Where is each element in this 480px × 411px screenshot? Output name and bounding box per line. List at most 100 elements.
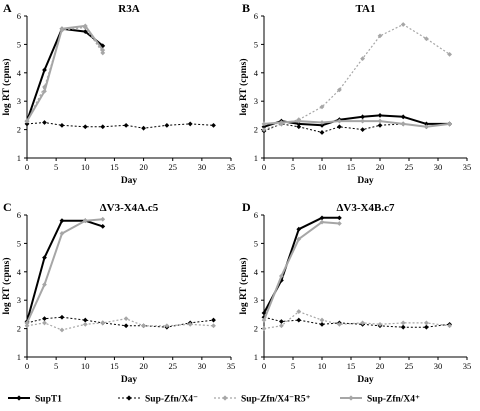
data-point <box>337 221 342 226</box>
data-point <box>319 120 325 125</box>
panel-c: C ΔV3-X4A.c5 1 2 3 4 5 6 0 5 10 15 20 25 30 35 Day log RT… <box>1 200 235 385</box>
series-line <box>263 216 340 314</box>
data-point <box>360 127 365 132</box>
data-point <box>164 323 170 329</box>
x-tick-label: 15 <box>347 162 356 172</box>
series-2 <box>24 314 216 330</box>
data-point <box>400 320 406 326</box>
data-point <box>377 321 383 327</box>
series-line <box>26 27 104 122</box>
data-point <box>82 29 88 35</box>
data-point <box>100 320 106 326</box>
legend-swatch-marker <box>16 395 22 401</box>
x-tick-label: 25 <box>405 361 414 371</box>
data-point <box>400 114 406 120</box>
panel-b: B TA1 1 2 3 4 5 6 0 5 10 15 20 25 30 35 Day log RT (cpms) <box>238 1 471 186</box>
data-point <box>211 122 216 128</box>
data-point <box>319 122 325 128</box>
panel-label: B <box>242 1 250 15</box>
data-point <box>141 125 146 131</box>
data-point <box>100 223 106 229</box>
x-tick-label: 10 <box>81 361 90 371</box>
x-tick-label: 0 <box>262 162 266 172</box>
data-point <box>59 231 65 236</box>
legend-swatch-marker <box>348 395 354 401</box>
y-tick-label: 3 <box>254 295 258 305</box>
data-point <box>261 124 267 130</box>
data-point <box>24 320 30 326</box>
data-point <box>424 124 429 130</box>
data-point <box>82 218 88 224</box>
y-tick-label: 3 <box>254 96 258 106</box>
data-point <box>42 316 47 322</box>
data-point <box>82 321 88 327</box>
y-tick-label: 1 <box>254 352 258 362</box>
x-tick-label: 15 <box>347 361 356 371</box>
y-tick-label: 5 <box>254 39 258 49</box>
data-point <box>42 67 47 73</box>
data-point <box>360 118 365 124</box>
data-point <box>100 216 106 222</box>
data-point <box>279 273 284 279</box>
data-point <box>319 130 325 135</box>
x-tick-label: 25 <box>168 162 177 172</box>
data-point <box>261 326 267 331</box>
x-tick-label: 10 <box>81 162 90 172</box>
x-axis-label: Day <box>121 375 138 385</box>
x-tick-label: 10 <box>318 162 327 172</box>
y-tick-label: 1 <box>17 352 21 362</box>
legend-label: SupT1 <box>35 395 62 405</box>
series-2 <box>24 120 216 131</box>
y-tick-label: 4 <box>17 68 22 78</box>
y-tick-label: 4 <box>254 267 259 277</box>
x-tick-label: 25 <box>168 361 177 371</box>
data-point <box>319 215 325 221</box>
data-point <box>141 323 146 329</box>
data-point <box>296 118 302 124</box>
data-point <box>100 43 106 49</box>
series-line <box>263 23 450 131</box>
data-point <box>296 124 302 130</box>
data-point <box>360 56 365 61</box>
series-line <box>26 316 214 328</box>
data-point <box>424 121 429 127</box>
data-point <box>424 320 429 326</box>
data-point <box>319 219 325 225</box>
legend: SupT1 Sup-Zfn/X4⁻ Sup-Zfn/X4⁻R5⁺ Sup-Zfn/X4… <box>8 395 420 405</box>
data-point <box>337 118 342 124</box>
data-point <box>100 50 106 56</box>
data-point <box>82 124 88 130</box>
series-line <box>26 24 104 122</box>
data-point <box>360 320 365 326</box>
series-line <box>26 318 214 331</box>
data-point <box>42 282 47 287</box>
x-tick-label: 5 <box>291 361 295 371</box>
data-point <box>59 26 65 32</box>
x-tick-label: 0 <box>25 361 29 371</box>
data-point <box>123 323 129 329</box>
x-axis-label: Day <box>121 176 138 186</box>
x-tick-label: 30 <box>434 162 443 172</box>
data-point <box>296 317 302 323</box>
series-line <box>26 218 103 324</box>
y-tick-label: 2 <box>254 324 258 334</box>
data-point <box>24 121 30 127</box>
y-axis-label: log RT (cpms) <box>238 257 249 314</box>
data-point <box>82 317 88 323</box>
panel-label: A <box>3 1 12 15</box>
series-1 <box>24 26 106 124</box>
series-line <box>263 120 450 128</box>
data-point <box>337 215 342 221</box>
series-1 <box>261 215 342 316</box>
data-point <box>337 87 342 93</box>
x-tick-label: 15 <box>110 361 119 371</box>
x-tick-label: 35 <box>463 361 472 371</box>
series-line <box>26 122 214 129</box>
data-point <box>319 104 325 110</box>
data-point <box>400 121 406 127</box>
y-tick-label: 3 <box>17 96 21 106</box>
data-point <box>261 317 267 323</box>
x-tick-label: 25 <box>405 162 414 172</box>
y-tick-label: 6 <box>17 11 21 21</box>
series-line <box>26 26 104 122</box>
